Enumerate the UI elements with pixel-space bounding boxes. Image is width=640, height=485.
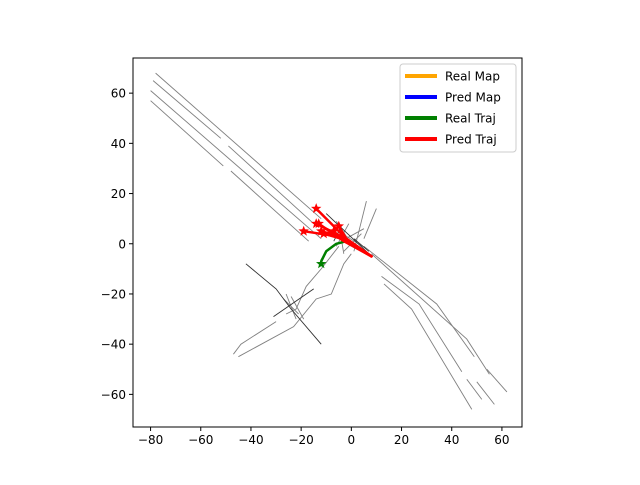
x-tick-label-2: −40 <box>238 433 263 447</box>
map-lane-line-5 <box>230 170 310 242</box>
pred-traj-line-7 <box>337 224 373 258</box>
x-tick-label-6: 40 <box>444 433 459 447</box>
legend-label-pred-map: Pred Map <box>445 91 501 105</box>
pred-traj-star-marker-5 <box>311 218 322 229</box>
x-tick-label-4: 0 <box>348 433 356 447</box>
legend-box <box>399 63 517 153</box>
pred-traj-star-marker-7 <box>333 220 344 231</box>
trajectories-layer <box>298 203 373 269</box>
map-lane-line-7 <box>371 253 490 375</box>
map-lane-line-27 <box>273 288 314 317</box>
x-tick-label-5: 20 <box>394 433 409 447</box>
map-lane-line-3 <box>150 90 322 240</box>
map-lane-line-13 <box>233 321 277 355</box>
pred-traj-star-marker-4 <box>298 225 309 236</box>
pred-traj-star-marker-0 <box>311 203 322 214</box>
legend: Real Map Pred Map Real Traj Pred Traj <box>399 63 517 153</box>
map-lane-line-9 <box>466 379 483 400</box>
x-tick-label-3: −20 <box>288 433 313 447</box>
map-lane-line-6 <box>363 245 475 357</box>
pred-traj-star-marker-6 <box>318 228 329 239</box>
map-lane-line-30 <box>353 238 370 252</box>
map-lane-line-0 <box>155 72 322 220</box>
map-lane-line-19 <box>353 200 367 252</box>
legend-label-pred-traj: Pred Traj <box>445 133 497 147</box>
y-tick-label-0: −60 <box>101 388 126 402</box>
y-tick-label-4: 20 <box>111 187 126 201</box>
map-lane-line-2 <box>228 145 315 225</box>
map-lane-line-11 <box>476 381 495 405</box>
legend-label-real-traj: Real Traj <box>445 112 496 126</box>
map-lane-line-15 <box>238 253 352 358</box>
y-tick-label-2: −20 <box>101 287 126 301</box>
x-tick-label-7: 60 <box>494 433 509 447</box>
real-traj-line-0 <box>319 239 348 263</box>
y-axis-ticks: −60 −40 −20 0 20 40 60 <box>101 87 133 402</box>
x-axis-ticks: −80 −60 −40 −20 0 20 40 60 <box>138 427 510 447</box>
x-tick-label-0: −80 <box>138 433 163 447</box>
map-lane-line-1 <box>152 80 222 139</box>
map-lines-layer <box>150 72 508 410</box>
map-lane-line-26 <box>245 263 322 345</box>
map-lane-line-4 <box>150 100 224 167</box>
map-lane-line-10 <box>383 283 473 410</box>
real-traj-star-marker-0 <box>316 258 327 269</box>
y-tick-label-5: 40 <box>111 137 126 151</box>
map-lane-line-25 <box>290 296 305 320</box>
pred-traj-star-marker-3 <box>316 225 327 236</box>
x-tick-label-1: −60 <box>188 433 213 447</box>
map-lane-line-24 <box>283 298 299 315</box>
y-tick-label-3: 0 <box>118 237 126 251</box>
map-lane-line-8 <box>381 276 463 373</box>
map-lane-line-28 <box>325 213 370 255</box>
pred-traj-star-marker-2 <box>328 225 339 236</box>
y-tick-label-1: −40 <box>101 338 126 352</box>
map-lane-line-12 <box>486 369 508 393</box>
axes-frame <box>132 57 523 428</box>
map-lane-line-18 <box>363 208 377 239</box>
y-tick-label-6: 60 <box>111 87 126 101</box>
legend-label-real-map: Real Map <box>445 70 500 84</box>
